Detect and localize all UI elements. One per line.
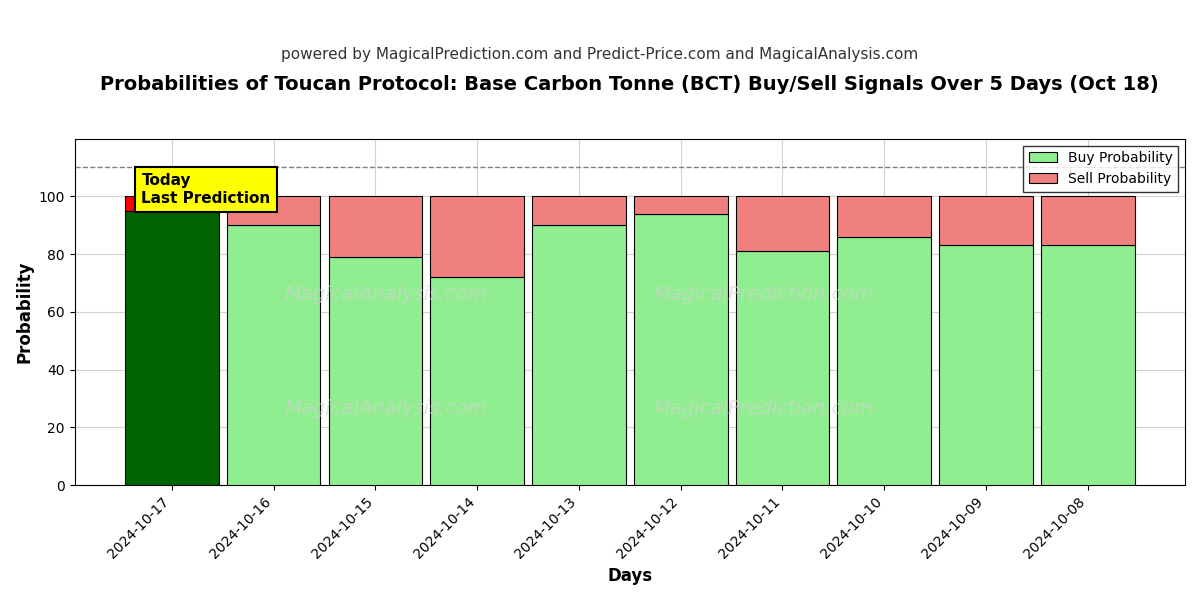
Title: Probabilities of Toucan Protocol: Base Carbon Tonne (BCT) Buy/Sell Signals Over : Probabilities of Toucan Protocol: Base C… [101, 75, 1159, 94]
Bar [431, 196, 524, 277]
Bar [634, 196, 727, 214]
Bar [838, 237, 931, 485]
Text: MagicalPrediction.com: MagicalPrediction.com [653, 400, 874, 418]
Text: MagicalAnalysis.com: MagicalAnalysis.com [284, 400, 487, 418]
Bar [227, 225, 320, 485]
Bar [940, 196, 1033, 245]
Y-axis label: Probability: Probability [16, 260, 34, 363]
Bar [736, 196, 829, 251]
Bar [125, 196, 218, 211]
Bar [227, 196, 320, 225]
Bar [634, 214, 727, 485]
Bar [1040, 196, 1134, 245]
Text: MagicalAnalysis.com: MagicalAnalysis.com [284, 285, 487, 304]
Bar [532, 196, 625, 225]
Bar [838, 196, 931, 237]
Bar [431, 277, 524, 485]
Text: Today
Last Prediction: Today Last Prediction [142, 173, 271, 206]
Bar [329, 196, 422, 257]
Bar [1040, 245, 1134, 485]
Bar [125, 211, 218, 485]
Bar [532, 225, 625, 485]
Bar [940, 245, 1033, 485]
Bar [329, 257, 422, 485]
Legend: Buy Probability, Sell Probability: Buy Probability, Sell Probability [1024, 146, 1178, 191]
Text: powered by MagicalPrediction.com and Predict-Price.com and MagicalAnalysis.com: powered by MagicalPrediction.com and Pre… [281, 46, 919, 61]
Text: MagicalPrediction.com: MagicalPrediction.com [653, 285, 874, 304]
Bar [736, 251, 829, 485]
X-axis label: Days: Days [607, 567, 653, 585]
